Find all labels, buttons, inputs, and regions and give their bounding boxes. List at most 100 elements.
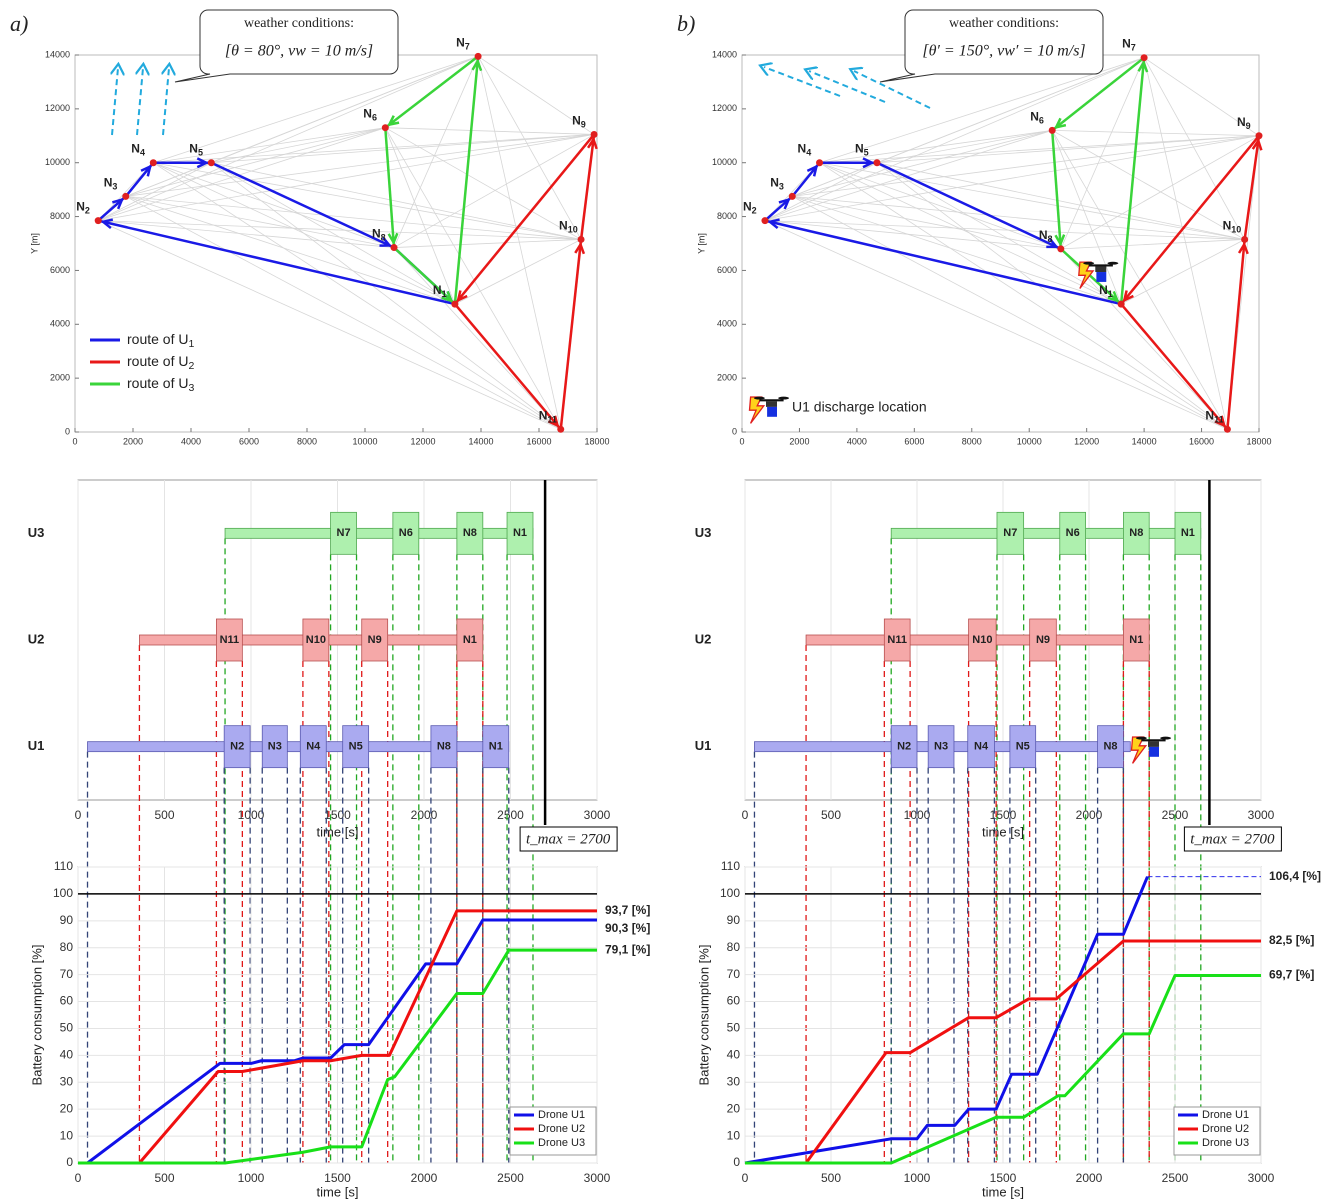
task-label: N11	[220, 634, 240, 646]
route-arrowhead	[100, 218, 114, 230]
y-tick-label: 40	[60, 1048, 74, 1062]
y-tick-label: 50	[60, 1021, 74, 1035]
task-box	[996, 511, 1025, 555]
weather-callout: weather conditions: [θ = 80°, vw = 10 m/s…	[174, 9, 399, 83]
route-segment	[393, 246, 456, 306]
node-label: N7	[456, 36, 470, 52]
y-tick-label: 10000	[45, 157, 70, 167]
network-edge	[98, 220, 561, 430]
x-tick-label: 10000	[352, 436, 377, 446]
x-tick-label: 500	[154, 808, 174, 822]
task-box	[927, 725, 955, 769]
discharge-legend-label: U1 discharge location	[792, 399, 927, 415]
route-segment	[876, 161, 1062, 251]
callout-box	[879, 9, 1104, 83]
network-edge	[384, 127, 562, 430]
y-tick-label: 6000	[50, 265, 70, 275]
network-edge	[98, 220, 395, 248]
network-edge	[1052, 130, 1260, 137]
network-edge	[211, 134, 595, 164]
x-tick-label: 16000	[1189, 436, 1214, 446]
rotor	[753, 396, 765, 400]
weather-title: weather conditions:	[949, 16, 1059, 31]
network-edge	[876, 57, 1145, 164]
legend-label: Drone U2	[538, 1123, 585, 1135]
network-edge	[125, 134, 595, 197]
network-edge	[819, 130, 1053, 164]
task-box	[1059, 511, 1086, 555]
y-tick-label: 14000	[45, 49, 70, 59]
node-label: N5	[189, 142, 203, 158]
network-edge	[819, 162, 1228, 430]
x-axis-title: time [s]	[982, 824, 1024, 839]
network-edge	[792, 135, 1260, 197]
drone-icon	[1078, 261, 1119, 289]
mission-bar	[890, 527, 1202, 539]
node-label: N5	[855, 142, 869, 158]
callout-box	[174, 9, 399, 83]
task-label: N4	[306, 741, 321, 753]
task-label: N1	[513, 527, 527, 539]
y-axis-title: Y [m]	[696, 233, 706, 254]
task-label: N11	[887, 634, 907, 646]
task-box	[456, 511, 484, 555]
panel-label: b)	[677, 11, 695, 36]
task-label: N9	[1036, 634, 1050, 646]
network-edge	[764, 220, 1228, 430]
network-edge	[125, 195, 582, 240]
task-box	[1123, 511, 1150, 555]
node-label: N6	[363, 107, 377, 123]
network-edge	[819, 135, 1260, 164]
wind-arrows	[112, 67, 931, 136]
network-edge	[98, 127, 386, 221]
task-box	[1174, 511, 1202, 555]
network-edge	[1143, 57, 1245, 240]
series-line	[78, 948, 597, 1165]
y-tick-label: 10	[727, 1128, 741, 1142]
series-line	[744, 876, 1149, 1165]
x-tick-label: 2500	[497, 1171, 524, 1185]
network-edge	[876, 135, 1260, 164]
y-tick-label: 90	[727, 913, 741, 927]
task-box	[967, 725, 995, 769]
node	[873, 159, 881, 167]
network-edge	[125, 196, 561, 430]
network-edge	[153, 162, 561, 430]
task-label: N10	[972, 634, 992, 646]
route-segment	[1120, 303, 1229, 431]
y-tick-label: 80	[727, 940, 741, 954]
node	[1223, 425, 1231, 433]
value-label: 82,5 [%]	[1269, 933, 1314, 947]
x-tick-label: 0	[72, 436, 77, 446]
node	[1057, 245, 1065, 253]
task-label: N3	[268, 741, 282, 753]
task-label: N6	[399, 527, 413, 539]
x-tick-label: 14000	[468, 436, 493, 446]
network-edge	[764, 220, 1061, 250]
network-edge	[792, 195, 1122, 305]
row-label: U3	[28, 525, 45, 540]
x-tick-label: 1500	[324, 1171, 351, 1185]
network-edge	[1120, 239, 1245, 305]
weather-callout: weather conditions: [θ′ = 150°, vw′ = 10 …	[879, 9, 1104, 83]
route-arrowhead	[1046, 238, 1059, 249]
task-box	[330, 511, 357, 555]
y-tick-label: 0	[733, 1155, 740, 1169]
y-tick-label: 0	[65, 426, 70, 436]
task-box	[302, 618, 330, 662]
task-label: N7	[337, 527, 351, 539]
y-tick-label: 100	[720, 886, 740, 900]
route-arrowhead	[387, 232, 399, 246]
node	[122, 192, 130, 200]
network-edge	[153, 162, 395, 248]
y-tick-label: 4000	[50, 319, 70, 329]
x-tick-label: 6000	[904, 436, 924, 446]
task-box	[1123, 618, 1150, 662]
node	[1255, 132, 1263, 140]
x-tick-label: 2000	[1076, 808, 1103, 822]
network-edge	[211, 162, 456, 305]
mission-bar	[224, 527, 534, 539]
task-label: N5	[1016, 741, 1030, 753]
node	[381, 124, 389, 132]
task-label: N7	[1003, 527, 1017, 539]
